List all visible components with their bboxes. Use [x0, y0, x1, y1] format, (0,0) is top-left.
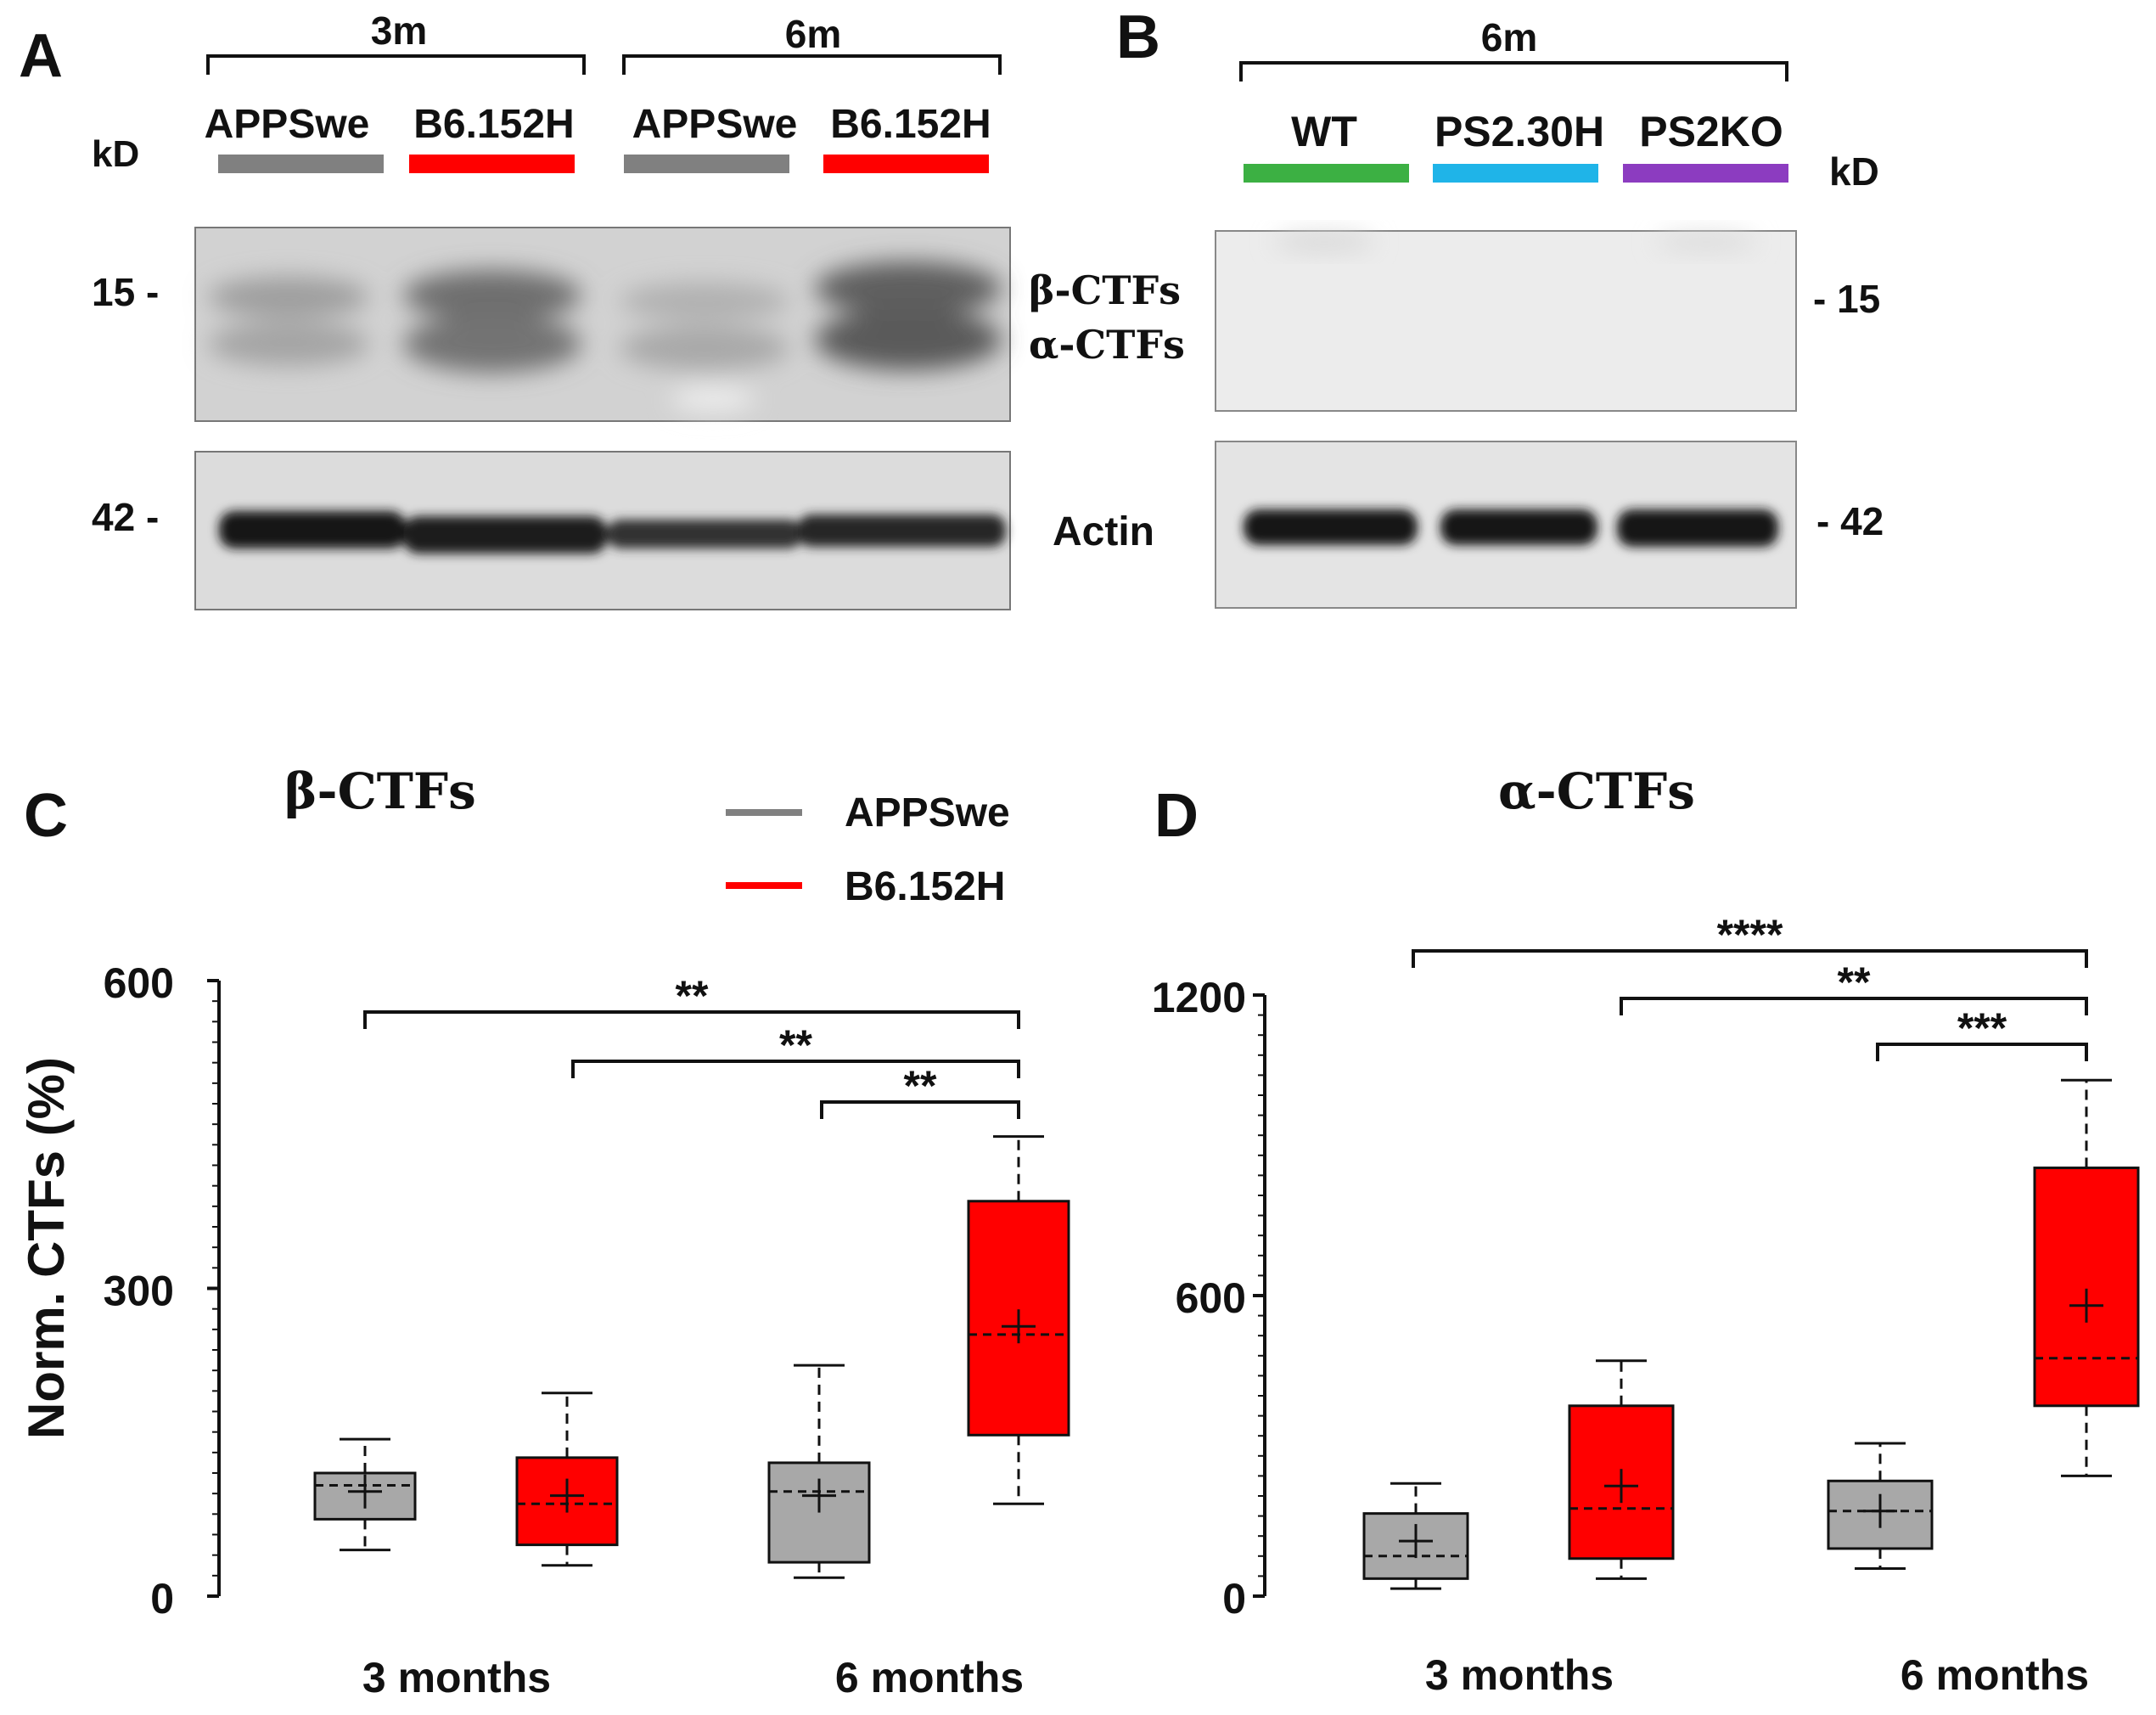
significance-bracket: **** [1412, 911, 2088, 968]
lane-label-wt: WT [1291, 108, 1357, 155]
panel-letter-a: A [19, 22, 63, 90]
marker-42-a: 42 - [92, 495, 159, 539]
lane-bar-wt [1244, 164, 1409, 183]
box-appswe-6-months [767, 1364, 871, 1579]
bracket-line [571, 1060, 1020, 1078]
x-category-3-months-d: 3 months [1425, 1651, 1614, 1699]
panel-b: B 6m WT PS2.30H PS2KO kD - 15 - 42 [1116, 3, 1884, 609]
group-label-6m-a: 6m [785, 12, 841, 56]
y-tick-label: 1200 [1152, 974, 1246, 1021]
lane-bar-ps2-30h [1433, 164, 1598, 183]
marker-42-b: - 42 [1816, 499, 1884, 543]
y-tick-label: 600 [1176, 1274, 1246, 1322]
band-label-beta-ctfs: β-CTFs [1029, 267, 1181, 313]
significance-label: ** [904, 1062, 937, 1110]
panel-a: A kD 3m 6m APPSwe B6.152H APPSwe B6.152H [19, 8, 1185, 610]
lane-label-b6-6m: B6.152H [830, 102, 991, 147]
legend-label-appswe: APPSwe [845, 790, 1010, 835]
y-tick-label: 600 [104, 959, 174, 1007]
significance-bracket: ** [363, 972, 1020, 1029]
box-b6-152h-3-months [1568, 1359, 1675, 1580]
lane-bar-b6-6m [823, 155, 989, 173]
bracket-line [1876, 1043, 2088, 1061]
lane-label-b6-3m: B6.152H [413, 102, 574, 147]
legend-label-b6: B6.152H [845, 864, 1005, 909]
group-label-6m-b: 6m [1481, 15, 1537, 59]
marker-15-a: 15 - [92, 270, 159, 314]
bracket-6m-a [622, 54, 1002, 75]
box-appswe-3-months [313, 1437, 417, 1552]
legend: APPSwe B6.152H [726, 790, 1010, 909]
box-appswe-6-months [1827, 1442, 1934, 1571]
kd-label-b: kD [1829, 149, 1879, 194]
lane-label-appswe-6m: APPSwe [632, 102, 798, 147]
significance-label: *** [1957, 1004, 2007, 1052]
y-axis-label-c: Norm. CTFs (%) [18, 1057, 75, 1439]
box-b6-152h-6-months [2033, 1078, 2140, 1477]
band-label-alpha-ctfs: α-CTFs [1029, 322, 1185, 368]
bracket-line [1412, 949, 2088, 968]
blot-actin-b [1215, 441, 1797, 609]
kd-label-a: kD [92, 133, 139, 175]
lane-label-ps2-30h: PS2.30H [1435, 108, 1604, 155]
x-category-3-months-c: 3 months [362, 1654, 551, 1701]
box-plot-c: 0 300 600 ** ** ** [104, 959, 1070, 1622]
lane-label-appswe-3m: APPSwe [205, 102, 370, 147]
significance-bracket: ** [1620, 959, 2088, 1015]
blot-ctfs-b [1215, 230, 1797, 412]
marker-15-b: - 15 [1813, 277, 1880, 321]
panel-letter-c: C [24, 782, 68, 850]
significance-label: ** [676, 972, 709, 1020]
blot-actin-a [194, 451, 1011, 610]
panel-letter-d: D [1154, 782, 1199, 850]
significance-bracket: ** [571, 1021, 1020, 1078]
box-b6-152h-6-months [967, 1135, 1070, 1505]
x-category-6-months-d: 6 months [1901, 1651, 2089, 1699]
blot-ctfs-a [194, 227, 1011, 422]
band-label-actin: Actin [1053, 509, 1154, 554]
lane-bar-b6-3m [409, 155, 575, 173]
chart-title-c: β-CTFs [284, 762, 476, 820]
box-b6-152h-3-months [515, 1392, 619, 1567]
significance-label: ** [1838, 959, 1871, 1006]
significance-label: **** [1717, 911, 1783, 959]
y-tick-label: 0 [150, 1575, 174, 1622]
lane-bar-appswe-3m [218, 155, 384, 173]
lane-bar-ps2ko [1623, 164, 1788, 183]
iqr-box [2033, 1167, 2140, 1408]
panel-c: C β-CTFs Norm. CTFs (%) 0 300 600 ** ** ** 3 … [18, 762, 1070, 1701]
significance-label: ** [779, 1021, 812, 1069]
significance-bracket: ** [820, 1062, 1020, 1119]
x-category-6-months-c: 6 months [835, 1654, 1024, 1701]
lane-bar-appswe-6m [624, 155, 789, 173]
bracket-line [820, 1100, 1020, 1119]
bracket-line [1620, 997, 2088, 1015]
box-appswe-3-months [1362, 1482, 1469, 1590]
bracket-3m [206, 54, 586, 75]
lane-label-ps2ko: PS2KO [1639, 108, 1783, 155]
significance-bracket: *** [1876, 1004, 2088, 1061]
bracket-6m-b [1239, 61, 1788, 82]
y-tick-label: 300 [104, 1268, 174, 1315]
chart-title-d: α-CTFs [1498, 762, 1695, 820]
panel-letter-b: B [1116, 3, 1160, 71]
bracket-line [363, 1010, 1020, 1029]
group-label-3m: 3m [371, 8, 427, 53]
y-tick-label: 0 [1222, 1575, 1246, 1622]
